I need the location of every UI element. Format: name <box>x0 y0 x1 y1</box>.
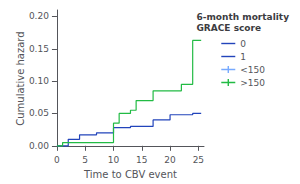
svg-text:0.10: 0.10 <box>29 76 49 86</box>
svg-text:1: 1 <box>240 52 246 62</box>
svg-text:20: 20 <box>164 155 176 165</box>
svg-text:25: 25 <box>193 155 204 165</box>
svg-text:Time to CBV event: Time to CBV event <box>83 169 177 180</box>
svg-text:GRACE score: GRACE score <box>196 23 261 33</box>
svg-text:6-month mortality: 6-month mortality <box>196 12 289 22</box>
svg-text:0.15: 0.15 <box>29 44 49 54</box>
svg-text:Cumulative hazard: Cumulative hazard <box>15 31 26 125</box>
svg-text:0.00: 0.00 <box>29 141 49 151</box>
svg-text:0: 0 <box>240 39 246 49</box>
svg-text:5: 5 <box>82 155 88 165</box>
svg-text:0.05: 0.05 <box>29 108 49 118</box>
svg-text:10: 10 <box>108 155 120 165</box>
svg-text:>150: >150 <box>240 78 265 88</box>
svg-text:<150: <150 <box>240 65 265 75</box>
svg-text:0: 0 <box>54 155 60 165</box>
svg-text:15: 15 <box>136 155 147 165</box>
svg-text:0.20: 0.20 <box>29 11 49 21</box>
